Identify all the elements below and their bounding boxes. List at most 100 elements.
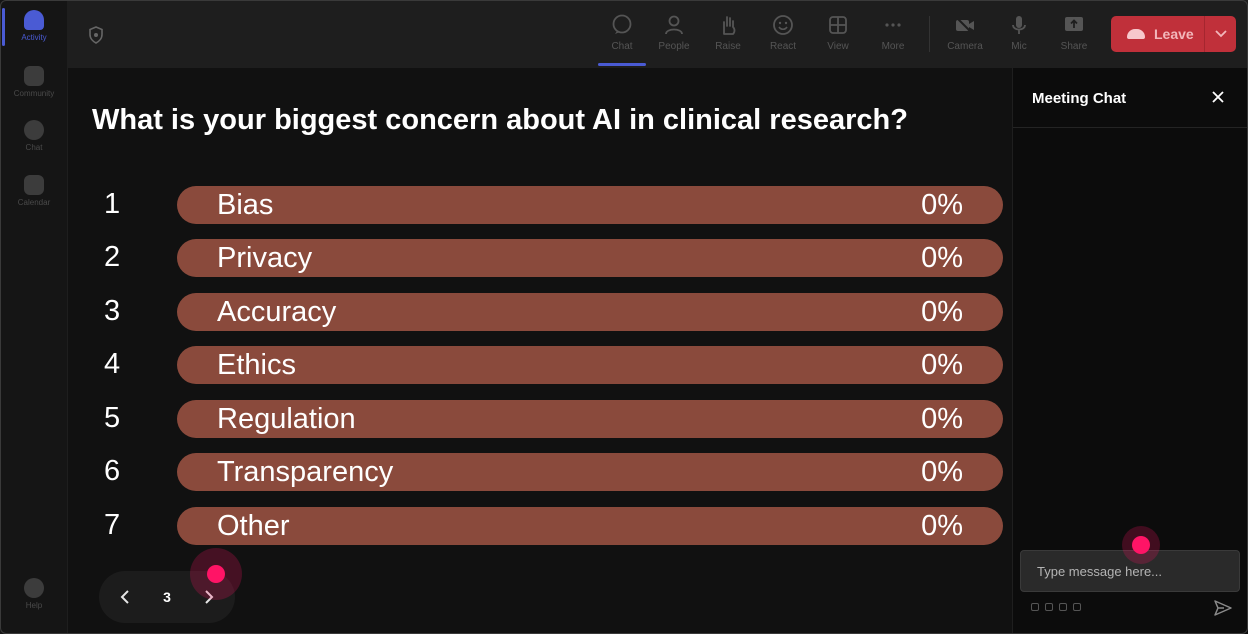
option-percent: 0% bbox=[921, 456, 963, 488]
option-label: Regulation bbox=[217, 403, 356, 435]
option-label: Ethics bbox=[217, 349, 296, 381]
leave-button[interactable]: Leave bbox=[1111, 16, 1236, 52]
toolbar-label: Raise bbox=[715, 41, 741, 52]
poll-option[interactable]: 6 Transparency 0% bbox=[68, 453, 1012, 491]
option-number: 2 bbox=[104, 241, 121, 273]
react-icon bbox=[772, 14, 794, 36]
rail-item-help[interactable]: Help bbox=[0, 568, 68, 618]
community-icon bbox=[24, 66, 44, 86]
poll-option[interactable]: 5 Regulation 0% bbox=[68, 400, 1012, 438]
raise-hand-icon bbox=[717, 14, 739, 36]
toolbar-share-button[interactable]: Share bbox=[1048, 0, 1100, 68]
rail-item-label: Help bbox=[25, 601, 43, 610]
mic-icon bbox=[1008, 14, 1030, 36]
toolbar-label: Chat bbox=[611, 41, 633, 52]
toolbar-people-button[interactable]: People bbox=[648, 0, 700, 68]
send-icon[interactable] bbox=[1213, 598, 1233, 618]
toolbar-label: Mic bbox=[1011, 41, 1027, 52]
rail-item-label: Calendar bbox=[17, 198, 51, 207]
toolbar-react-button[interactable]: React bbox=[757, 0, 809, 68]
format-icon[interactable] bbox=[1031, 603, 1039, 611]
rail-item-label: Chat bbox=[25, 143, 43, 152]
toolbar-camera-button[interactable]: Camera bbox=[939, 0, 991, 68]
shield-icon[interactable] bbox=[88, 26, 104, 44]
left-rail: Activity Community Chat Calendar Help bbox=[0, 0, 68, 634]
camera-off-icon bbox=[954, 14, 976, 36]
option-number: 1 bbox=[104, 188, 121, 220]
option-label: Other bbox=[217, 510, 290, 542]
rail-item-calendar[interactable]: Calendar bbox=[0, 165, 68, 215]
option-percent: 0% bbox=[921, 403, 963, 435]
toolbar-label: Share bbox=[1060, 41, 1088, 52]
cursor-dot bbox=[1132, 536, 1150, 554]
poll-option[interactable]: 2 Privacy 0% bbox=[68, 239, 1012, 277]
gif-icon[interactable] bbox=[1073, 603, 1081, 611]
poll-option[interactable]: 7 Other 0% bbox=[68, 507, 1012, 545]
toolbar-raise-button[interactable]: Raise bbox=[702, 0, 754, 68]
option-percent: 0% bbox=[921, 242, 963, 274]
option-number: 5 bbox=[104, 402, 121, 434]
chevron-left-icon[interactable] bbox=[105, 577, 145, 617]
option-bar[interactable]: Transparency 0% bbox=[177, 453, 1003, 491]
option-label: Privacy bbox=[217, 242, 313, 274]
option-number: 4 bbox=[104, 348, 121, 380]
toolbar-chat-button[interactable]: Chat bbox=[596, 0, 648, 68]
calendar-icon bbox=[24, 175, 44, 195]
toolbar-label: People bbox=[658, 41, 690, 52]
option-label: Bias bbox=[217, 189, 274, 221]
toolbar-more-button[interactable]: More bbox=[867, 0, 919, 68]
poll-question: What is your biggest concern about AI in… bbox=[92, 104, 908, 136]
emoji-icon[interactable] bbox=[1059, 603, 1067, 611]
bell-icon bbox=[24, 10, 44, 30]
option-percent: 0% bbox=[921, 349, 963, 381]
attach-icon[interactable] bbox=[1045, 603, 1053, 611]
poll-option[interactable]: 4 Ethics 0% bbox=[68, 346, 1012, 384]
rail-item-label: Community bbox=[13, 89, 55, 98]
chat-title: Meeting Chat bbox=[1032, 90, 1127, 107]
rail-item-chat[interactable]: Chat bbox=[0, 110, 68, 160]
option-label: Transparency bbox=[217, 456, 394, 488]
option-percent: 0% bbox=[921, 189, 963, 221]
option-percent: 0% bbox=[921, 510, 963, 542]
close-icon[interactable] bbox=[1208, 88, 1228, 108]
option-label: Accuracy bbox=[217, 296, 337, 328]
rail-item-activity[interactable]: Activity bbox=[0, 0, 68, 50]
option-bar[interactable]: Regulation 0% bbox=[177, 400, 1003, 438]
poll-option[interactable]: 1 Bias 0% bbox=[68, 186, 1012, 224]
chat-formatting-tools bbox=[1031, 603, 1081, 611]
toolbar-label: More bbox=[881, 41, 905, 52]
toolbar-label: React bbox=[769, 41, 797, 52]
chat-icon bbox=[611, 14, 633, 36]
option-number: 6 bbox=[104, 455, 121, 487]
help-icon bbox=[24, 578, 44, 598]
option-bar[interactable]: Other 0% bbox=[177, 507, 1003, 545]
toolbar-mic-button[interactable]: Mic bbox=[993, 0, 1045, 68]
option-bar[interactable]: Accuracy 0% bbox=[177, 293, 1003, 331]
poll-stage: What is your biggest concern about AI in… bbox=[68, 68, 1012, 634]
toolbar-label: Camera bbox=[947, 41, 983, 52]
toolbar-label: View bbox=[827, 41, 849, 52]
leave-label: Leave bbox=[1154, 26, 1194, 42]
toolbar-divider bbox=[929, 16, 930, 52]
chat-icon bbox=[24, 120, 44, 140]
poll-option[interactable]: 3 Accuracy 0% bbox=[68, 293, 1012, 331]
chat-message-input[interactable] bbox=[1020, 550, 1240, 592]
chat-header: Meeting Chat bbox=[1013, 68, 1248, 128]
chevron-right-icon[interactable] bbox=[189, 577, 229, 617]
option-bar[interactable]: Ethics 0% bbox=[177, 346, 1003, 384]
view-grid-icon bbox=[827, 14, 849, 36]
meeting-chat-panel: Meeting Chat bbox=[1012, 68, 1248, 634]
leave-dropdown-chevron-icon[interactable] bbox=[1204, 16, 1236, 52]
option-number: 3 bbox=[104, 295, 121, 327]
meeting-toolbar: Chat People Raise React View bbox=[68, 0, 1248, 68]
option-percent: 0% bbox=[921, 296, 963, 328]
phone-hangup-icon bbox=[1127, 29, 1145, 39]
rail-item-community[interactable]: Community bbox=[0, 56, 68, 106]
toolbar-view-button[interactable]: View bbox=[812, 0, 864, 68]
share-icon bbox=[1063, 14, 1085, 36]
cursor-dot bbox=[207, 565, 225, 583]
option-bar[interactable]: Bias 0% bbox=[177, 186, 1003, 224]
rail-item-label: Activity bbox=[21, 33, 47, 42]
option-bar[interactable]: Privacy 0% bbox=[177, 239, 1003, 277]
